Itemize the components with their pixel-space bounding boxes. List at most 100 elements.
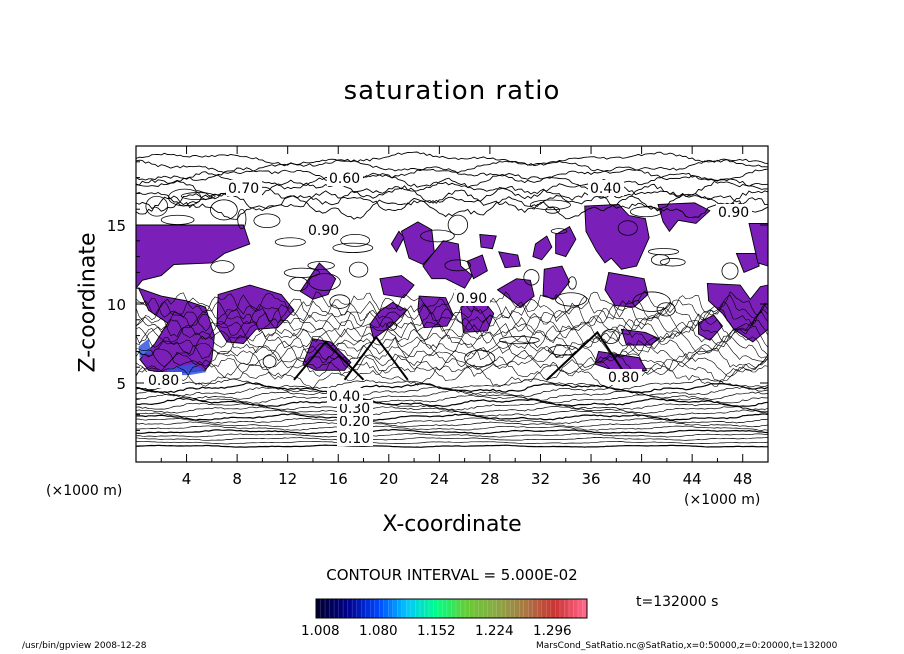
contour-loop <box>307 261 335 270</box>
contour-loop <box>253 213 281 229</box>
x-tick-label-48: 48 <box>733 470 752 488</box>
supersaturation-region <box>532 235 553 261</box>
contour-line <box>136 361 768 389</box>
colorbar-segment <box>388 599 394 618</box>
contour-loop <box>499 336 540 345</box>
x-tick-label-40: 40 <box>632 470 651 488</box>
colorbar-segment <box>469 599 475 618</box>
contour-line <box>136 378 768 391</box>
contour-loop <box>444 259 471 272</box>
supersaturation-fill-layer <box>136 202 768 376</box>
contour-line <box>136 355 768 383</box>
colorbar-segment <box>410 599 416 618</box>
colorbar-segment <box>451 599 457 618</box>
contour-label-bg <box>146 372 182 388</box>
contour-line <box>136 158 768 175</box>
contour-loop <box>348 261 369 278</box>
contour-line <box>136 390 768 401</box>
x-tick-label-4: 4 <box>182 470 192 488</box>
contour-loop <box>210 199 238 221</box>
contour-line <box>136 421 768 428</box>
contour-label-bg <box>716 204 752 220</box>
contour-line <box>136 429 768 435</box>
x-tick-label-44: 44 <box>683 470 702 488</box>
supersaturation-region <box>620 328 661 346</box>
colorbar-tick-label: 1.224 <box>475 623 514 639</box>
x-tick-label-32: 32 <box>531 470 550 488</box>
colorbar-segment <box>523 599 529 618</box>
y-axis-label: Z-coordinate <box>75 232 101 373</box>
colorbar-segment <box>415 599 421 618</box>
colorbar-segment <box>460 599 466 618</box>
contour-line <box>136 294 768 323</box>
contour-loop <box>632 291 671 312</box>
contour-line <box>136 289 768 318</box>
contour-loop <box>329 294 351 309</box>
contour-line <box>136 397 768 407</box>
contour-loop <box>288 276 309 292</box>
contour-loop <box>721 262 739 280</box>
x-axis-label: X-coordinate <box>382 512 522 537</box>
colorbar-segment <box>532 599 538 618</box>
contour-loop <box>545 206 560 214</box>
contour-line <box>136 151 768 167</box>
colorbar-segment <box>320 599 326 618</box>
contour-line <box>136 306 768 335</box>
contour-line <box>136 300 768 329</box>
contour-label-bg <box>226 180 262 196</box>
colorbar-segment <box>370 599 376 618</box>
y-tick-label-15: 15 <box>107 217 126 235</box>
contour-loop <box>601 329 621 344</box>
contour-label-layer: 0.100.200.300.400.600.700.800.900.800.40… <box>146 170 752 447</box>
supersaturation-region <box>542 265 571 300</box>
contour-line <box>136 425 768 431</box>
contour-ridge <box>293 340 365 381</box>
colorbar-segment <box>343 599 349 618</box>
supersaturation-region <box>698 314 724 341</box>
colorbar-segment <box>347 599 353 618</box>
contour-loop <box>464 349 496 368</box>
chart-title: saturation ratio <box>343 76 561 106</box>
colorbar-segment <box>550 599 556 618</box>
contour-loop <box>647 248 680 256</box>
colorbar-segment <box>514 599 520 618</box>
colorbar-tick-label: 1.296 <box>533 623 572 639</box>
contour-line <box>136 334 768 362</box>
contour-line <box>136 349 768 378</box>
contour-line <box>136 437 768 441</box>
contour-line <box>136 394 768 404</box>
contour-label-bg <box>327 388 363 404</box>
colorbar-segment <box>365 599 371 618</box>
contour-loop <box>656 302 676 317</box>
colorbar-segment <box>433 599 439 618</box>
colorbar-segment <box>474 599 480 618</box>
contour-line <box>136 413 768 421</box>
supersaturation-region <box>369 301 408 340</box>
colorbar-segment <box>582 599 588 618</box>
colorbar-segment <box>492 599 498 618</box>
contour-line <box>136 405 768 414</box>
contour-line <box>136 440 768 445</box>
contour-loop <box>386 321 398 331</box>
colorbar-segment <box>428 599 434 618</box>
contour-label: 0.80 <box>608 370 639 386</box>
contour-loop <box>332 242 374 253</box>
contour-label: 0.40 <box>329 389 360 405</box>
contour-ridge <box>343 335 409 381</box>
contour-loop <box>308 273 341 291</box>
colorbar-segment <box>406 599 412 618</box>
contour-label: 0.40 <box>590 181 621 197</box>
contour-label-bg <box>327 170 363 186</box>
contour-label: 0.60 <box>329 171 360 187</box>
colorbar-segment <box>316 599 322 618</box>
contour-line <box>136 195 768 220</box>
colorbar-segment <box>356 599 362 618</box>
supersaturation-region <box>417 295 454 329</box>
colorbar-segment <box>487 599 493 618</box>
colorbar-segment <box>424 599 430 618</box>
contour-lines-layer <box>136 151 768 448</box>
x-tick-label-8: 8 <box>232 470 242 488</box>
contour-label: 0.90 <box>456 291 487 307</box>
colorbar-tick-label: 1.080 <box>359 623 398 639</box>
contour-line <box>136 323 768 350</box>
